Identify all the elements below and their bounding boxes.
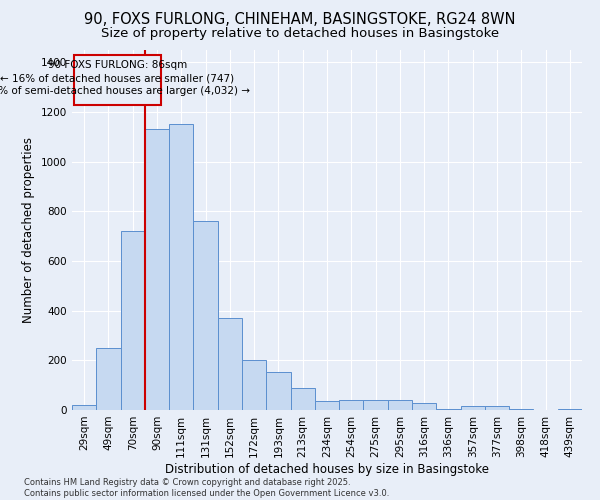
Y-axis label: Number of detached properties: Number of detached properties <box>22 137 35 323</box>
FancyBboxPatch shape <box>74 55 161 104</box>
Text: Size of property relative to detached houses in Basingstoke: Size of property relative to detached ho… <box>101 28 499 40</box>
X-axis label: Distribution of detached houses by size in Basingstoke: Distribution of detached houses by size … <box>165 462 489 475</box>
Bar <box>266 372 290 410</box>
Bar <box>364 400 388 410</box>
Bar <box>96 348 121 410</box>
Bar <box>193 222 218 410</box>
Bar <box>339 400 364 410</box>
Bar <box>509 409 533 410</box>
Bar <box>169 124 193 410</box>
Text: 90 FOXS FURLONG: 86sqm
← 16% of detached houses are smaller (747)
84% of semi-de: 90 FOXS FURLONG: 86sqm ← 16% of detached… <box>0 60 250 96</box>
Bar <box>218 318 242 410</box>
Bar <box>315 402 339 410</box>
Bar <box>412 403 436 410</box>
Text: 90, FOXS FURLONG, CHINEHAM, BASINGSTOKE, RG24 8WN: 90, FOXS FURLONG, CHINEHAM, BASINGSTOKE,… <box>84 12 516 28</box>
Bar <box>388 400 412 410</box>
Bar <box>145 130 169 410</box>
Bar <box>485 406 509 410</box>
Bar <box>242 360 266 410</box>
Bar <box>121 231 145 410</box>
Bar <box>558 409 582 410</box>
Text: Contains HM Land Registry data © Crown copyright and database right 2025.
Contai: Contains HM Land Registry data © Crown c… <box>24 478 389 498</box>
Bar <box>72 405 96 410</box>
Bar <box>461 406 485 410</box>
Bar <box>290 388 315 410</box>
Bar <box>436 409 461 410</box>
